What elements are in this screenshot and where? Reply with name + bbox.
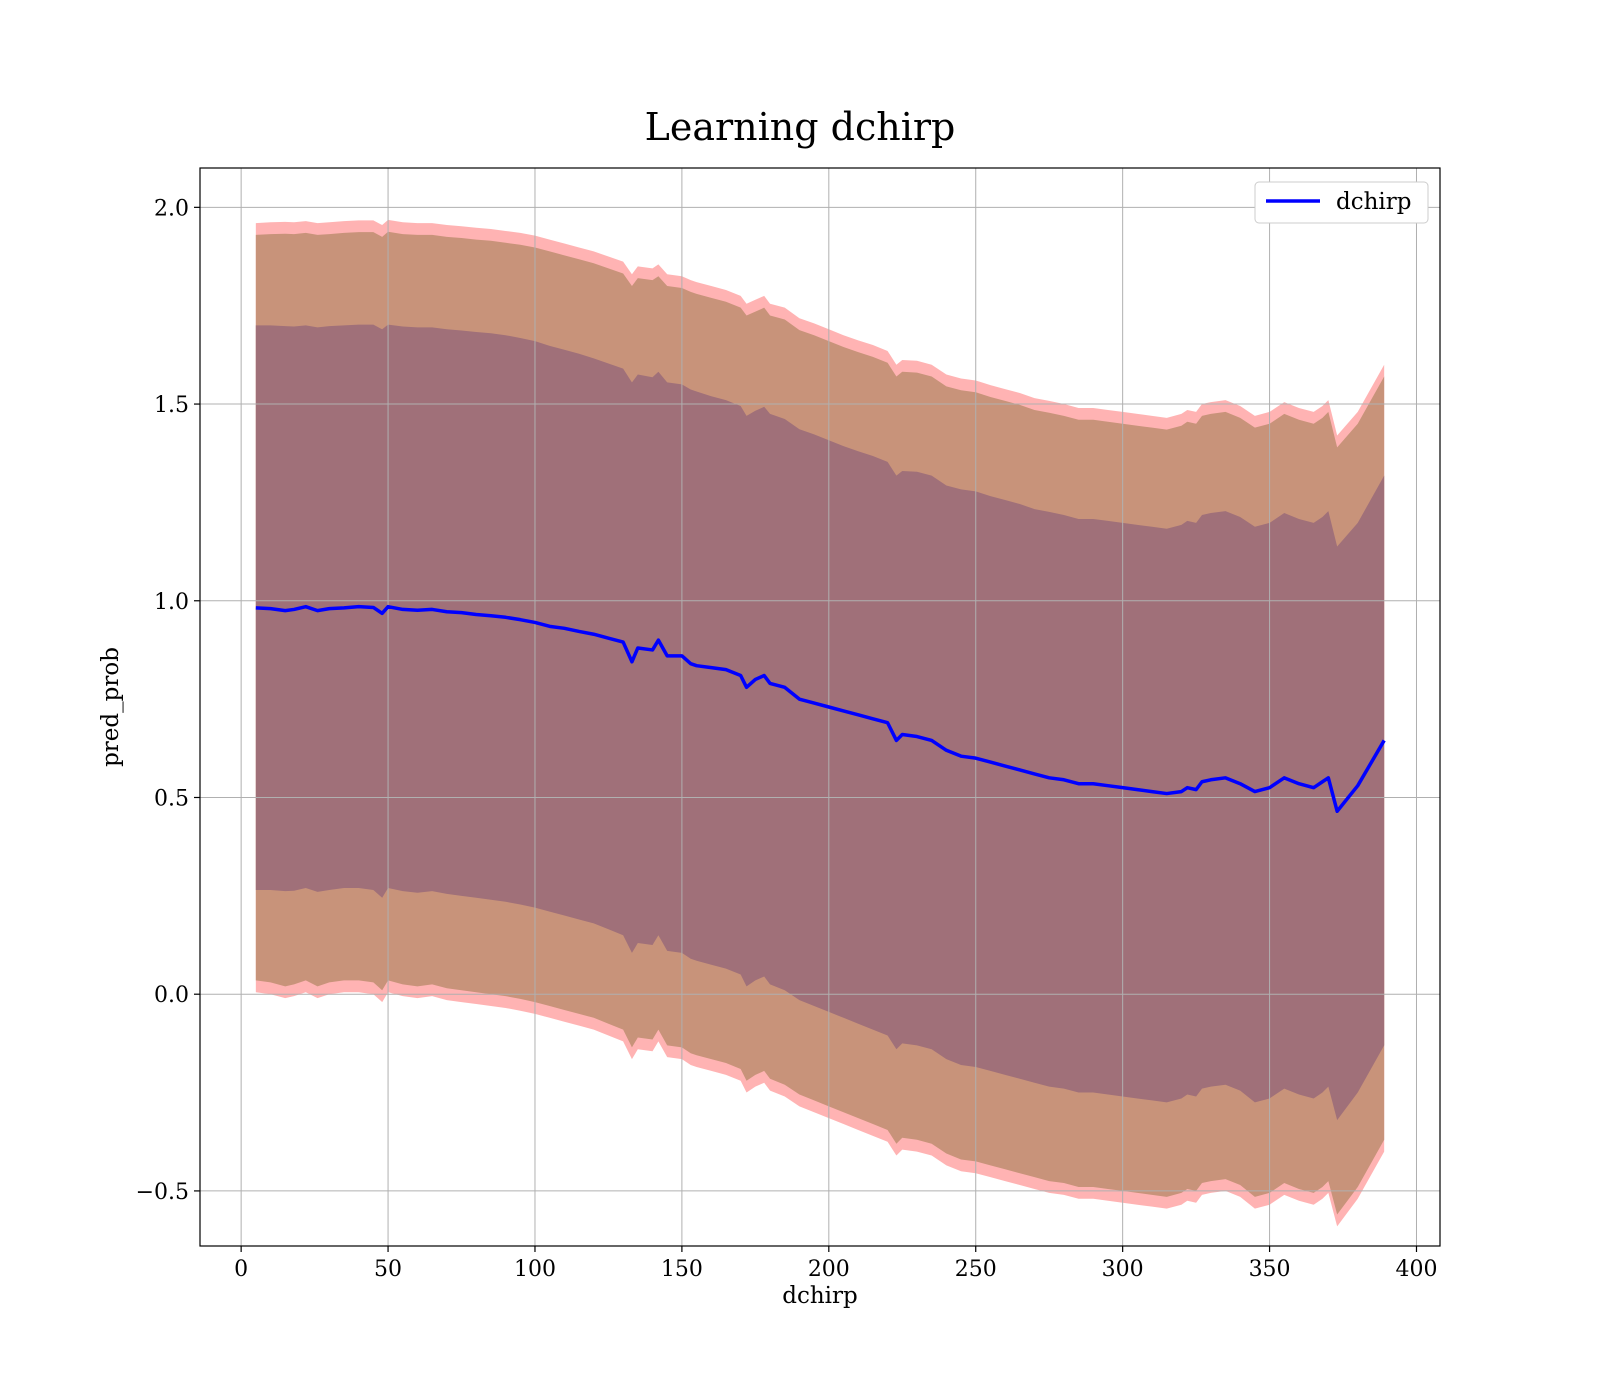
- y-tick-label: 1.5: [154, 393, 189, 418]
- x-tick-label: 400: [1395, 1257, 1437, 1282]
- series-line-dchirp: [255, 604, 1386, 814]
- legend-label: dchirp: [1336, 189, 1412, 215]
- y-axis-ticks: −0.5 0.0 0.5 1.0 1.5 2.0: [136, 196, 200, 1205]
- band-inner: [255, 324, 1385, 1121]
- x-tick-label: 350: [1249, 1257, 1291, 1282]
- x-axis-label: dchirp: [782, 1283, 858, 1309]
- x-axis-ticks: 0 50 100 150 200 250 300 350 400: [234, 1246, 1437, 1282]
- x-tick-label: 50: [374, 1257, 402, 1282]
- x-tick-label: 100: [514, 1257, 556, 1282]
- grid: [200, 168, 1440, 1246]
- y-tick-label: 1.0: [154, 590, 189, 615]
- legend-box: [1254, 181, 1429, 224]
- y-tick-label: 0.5: [154, 786, 189, 811]
- confidence-bands: [255, 219, 1385, 1227]
- y-axis-label: pred_prob: [98, 647, 124, 767]
- y-tick-label: 0.0: [154, 983, 189, 1008]
- series-lines: [255, 604, 1386, 814]
- x-tick-label: 250: [955, 1257, 997, 1282]
- y-tick-label: 2.0: [154, 196, 189, 221]
- legend: dchirp: [1254, 181, 1429, 224]
- y-tick-label: −0.5: [136, 1180, 189, 1205]
- x-tick-label: 200: [808, 1257, 850, 1282]
- x-tick-label: 300: [1102, 1257, 1144, 1282]
- plot-frame: [199, 167, 1441, 1247]
- x-tick-label: 150: [661, 1257, 703, 1282]
- chart-title: Learning dchirp: [645, 105, 956, 149]
- x-tick-label: 0: [234, 1257, 248, 1282]
